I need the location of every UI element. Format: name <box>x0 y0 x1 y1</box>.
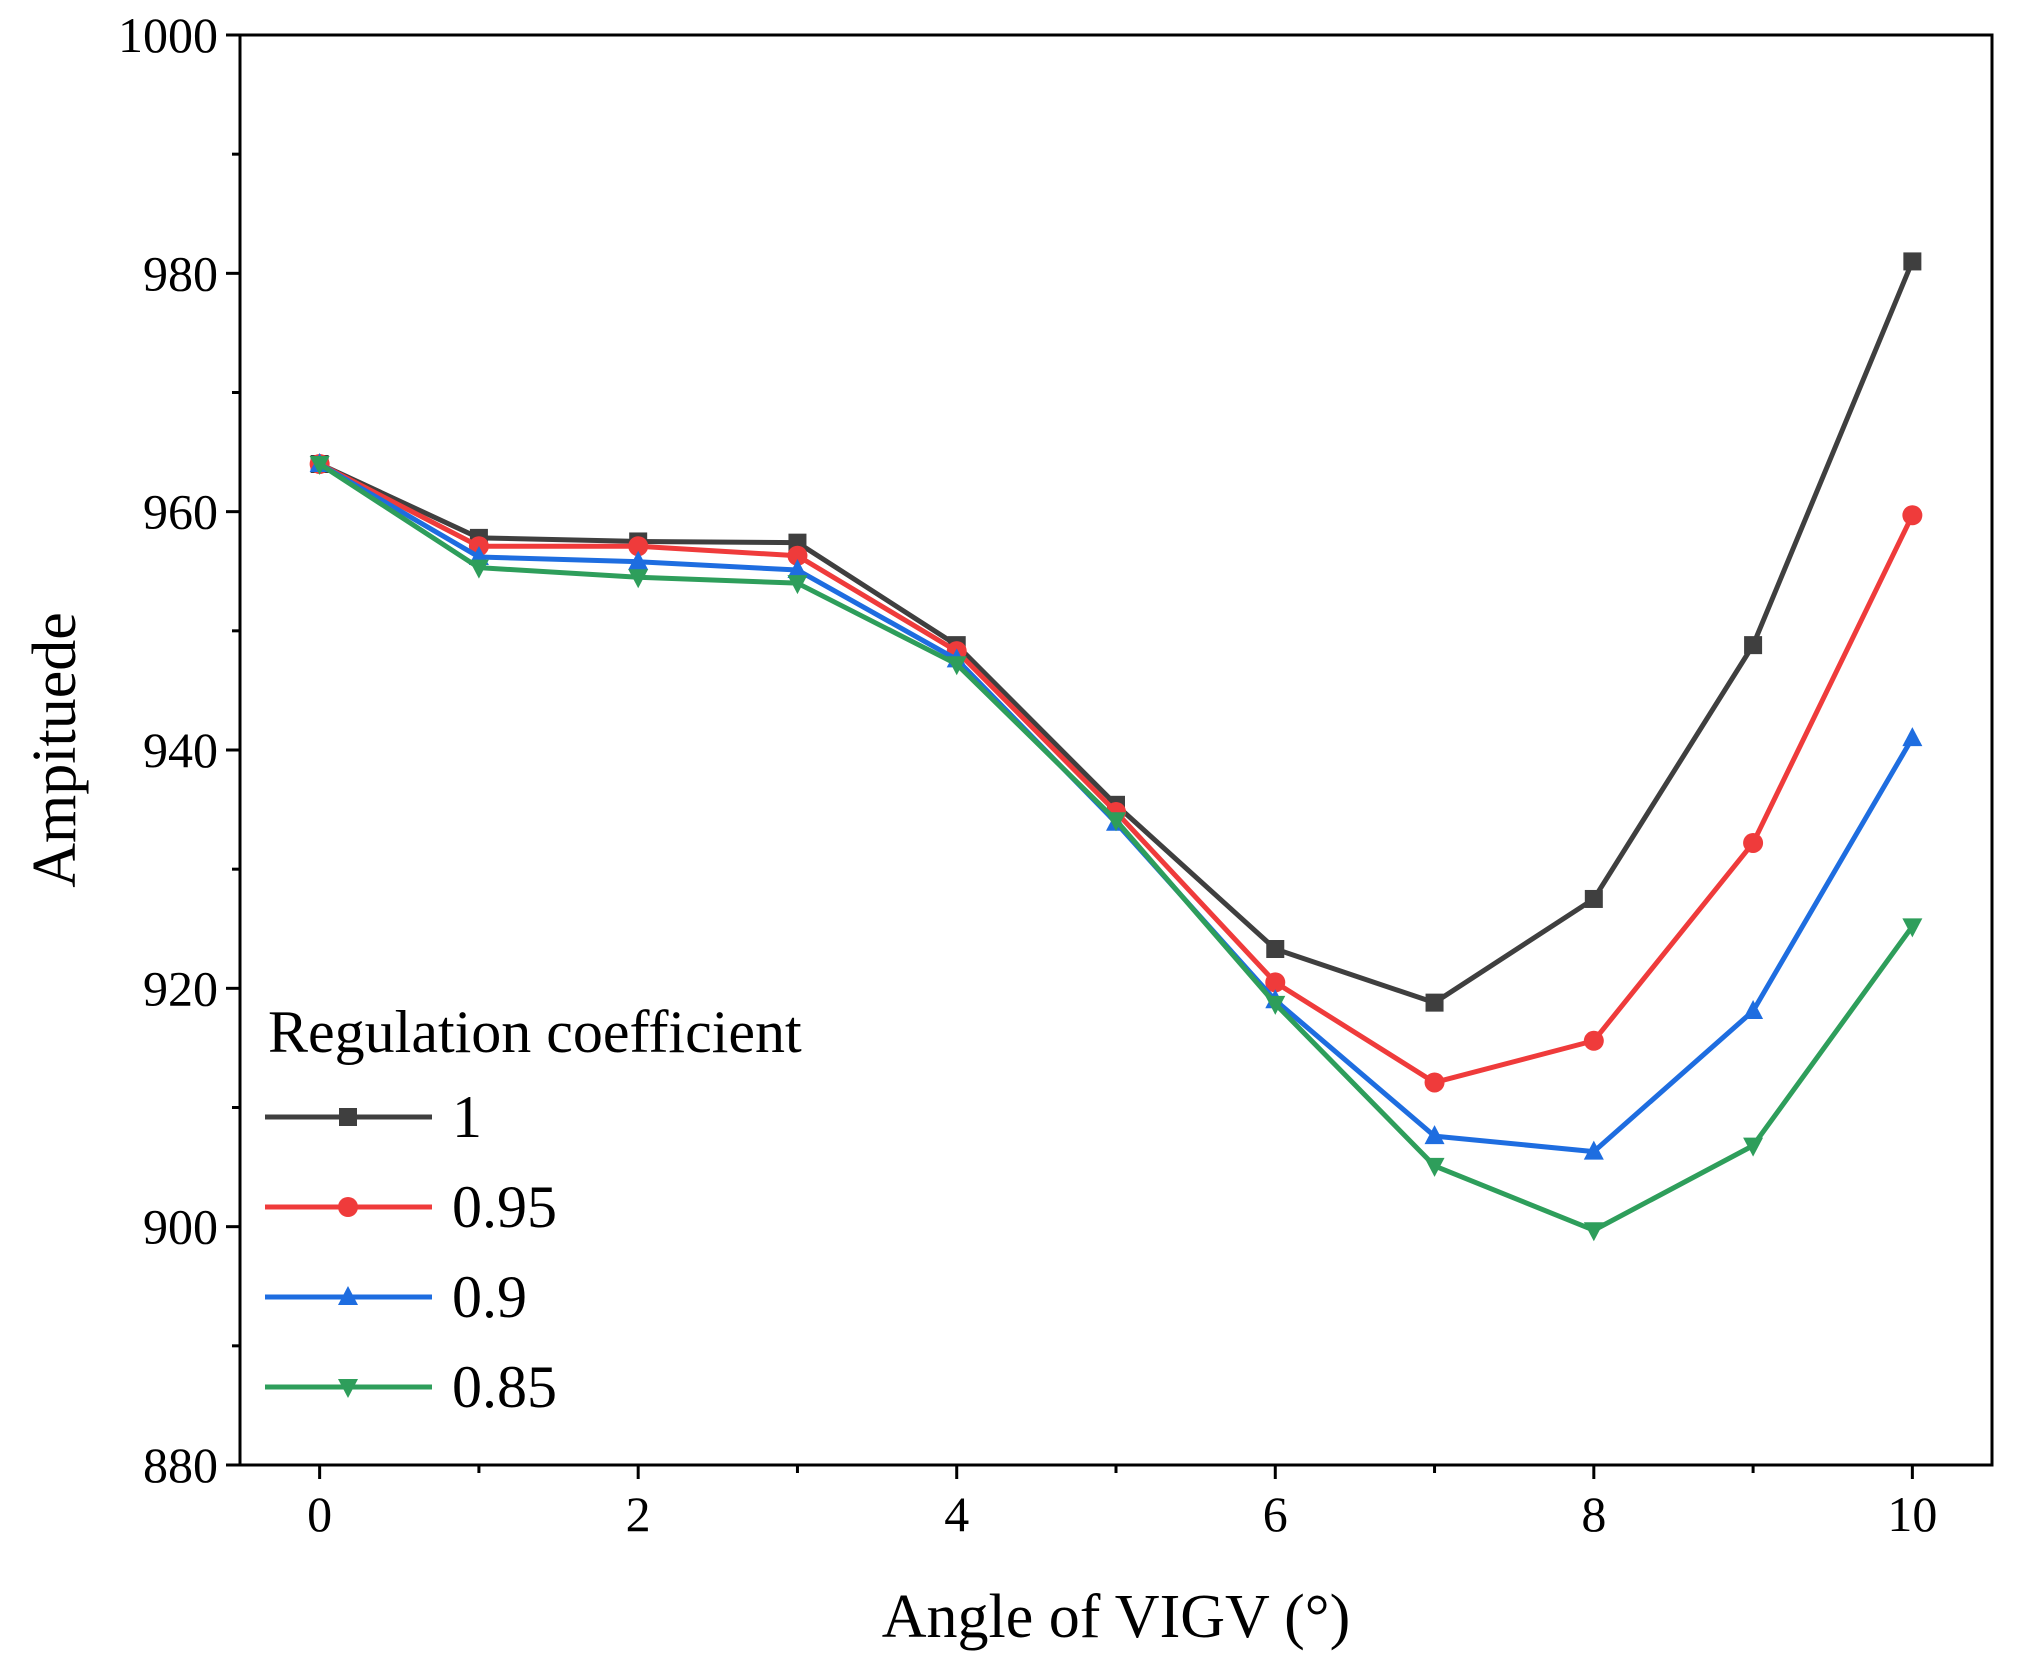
x-axis: 0 2 4 6 8 10 <box>307 1465 1937 1542</box>
data-point <box>1743 999 1764 1019</box>
x-tick-label: 10 <box>1887 1486 1937 1542</box>
data-point <box>628 550 649 570</box>
series-line <box>318 461 1915 1233</box>
x-tick-label: 0 <box>307 1486 332 1542</box>
x-tick-label: 4 <box>944 1486 969 1542</box>
y-tick-label: 940 <box>143 722 218 778</box>
data-point <box>1743 832 1764 853</box>
x-axis-title: Angle of VIGV (°) <box>882 1583 1350 1651</box>
data-point <box>1266 940 1285 959</box>
series-0.95 <box>309 454 1923 1093</box>
y-tick-label: 900 <box>143 1199 218 1255</box>
legend-marker <box>339 1108 357 1126</box>
series-group <box>309 252 1923 1242</box>
legend-label: 0.95 <box>452 1174 557 1240</box>
data-point <box>1265 995 1286 1015</box>
legend-item: 0.9 <box>265 1264 527 1330</box>
legend-label: 0.9 <box>452 1264 527 1330</box>
data-point <box>1583 1030 1604 1051</box>
data-point <box>1902 918 1923 938</box>
legend: Regulation coefficient 1 0.95 0.9 0.85 <box>265 999 802 1420</box>
y-tick-label: 880 <box>143 1437 218 1493</box>
data-point <box>1743 1137 1764 1157</box>
y-tick-label: 960 <box>143 484 218 540</box>
legend-marker <box>338 1286 358 1305</box>
data-point <box>309 456 330 475</box>
data-point <box>628 536 649 557</box>
data-point <box>1425 993 1444 1012</box>
data-point <box>1903 252 1922 271</box>
data-point <box>1106 812 1126 832</box>
data-point <box>1424 1157 1445 1177</box>
legend-item: 0.85 <box>265 1354 557 1420</box>
y-axis: 880 900 920 940 960 980 1000 <box>118 7 240 1493</box>
data-point <box>1902 727 1923 747</box>
data-point <box>1902 505 1923 526</box>
series-line <box>318 260 1915 1006</box>
series-0.85 <box>309 456 1923 1242</box>
legend-item: 1 <box>265 1084 482 1150</box>
data-point <box>946 656 967 676</box>
legend-marker <box>338 1197 358 1217</box>
data-point <box>1265 972 1286 993</box>
data-point <box>1424 1125 1445 1145</box>
data-point <box>1424 1072 1445 1093</box>
x-tick-label: 2 <box>626 1486 651 1542</box>
data-point <box>1583 1140 1604 1160</box>
data-point <box>787 545 808 566</box>
data-point <box>787 559 808 579</box>
y-tick-label: 980 <box>143 245 218 301</box>
series-1 <box>310 252 1922 1012</box>
legend-label: 0.85 <box>452 1354 557 1420</box>
y-tick-label: 1000 <box>118 7 218 63</box>
x-tick-label: 8 <box>1581 1486 1606 1542</box>
data-point <box>1584 889 1603 908</box>
legend-title: Regulation coefficient <box>268 999 802 1065</box>
plot-frame <box>238 33 1994 1467</box>
legend-item: 0.95 <box>265 1174 557 1240</box>
data-point <box>628 569 649 589</box>
y-axis-title: Ampituede <box>21 612 89 888</box>
data-point <box>1583 1222 1604 1242</box>
x-tick-label: 6 <box>1263 1486 1288 1542</box>
data-point <box>468 559 489 579</box>
y-tick-label: 920 <box>143 960 218 1016</box>
legend-marker <box>338 1379 358 1398</box>
legend-label: 1 <box>452 1084 482 1150</box>
data-point <box>1744 636 1763 655</box>
data-point <box>787 575 808 595</box>
